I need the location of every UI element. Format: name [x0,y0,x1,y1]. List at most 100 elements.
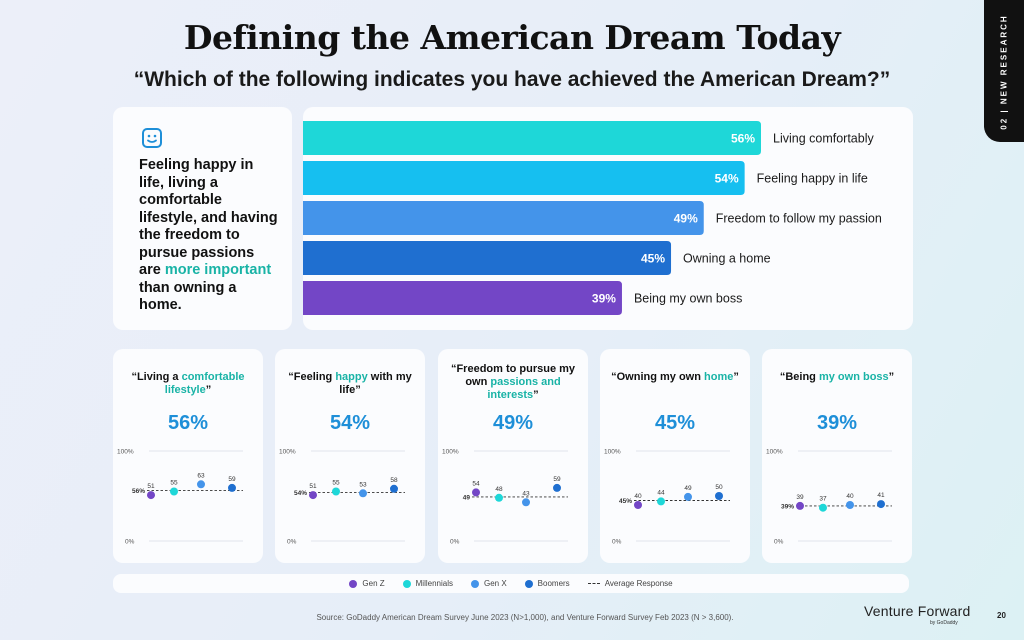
legend-swatch [402,579,411,588]
data-point-label: 55 [170,480,178,487]
bar-5 [303,281,622,315]
data-point-boomers [715,492,723,500]
y-tick-label: 0% [125,539,135,546]
average-label: 45% [619,498,632,505]
legend-label: Millennials [415,579,453,588]
y-tick-label: 100% [279,449,296,456]
legend-label: Gen Z [362,579,385,588]
data-point-millennials [657,497,665,506]
insight-text: Feeling happy in life, living a comforta… [139,157,279,315]
legend-item-average: Average Response [587,579,673,588]
mini-title-text: ” [533,389,539,401]
data-point-millennials [819,503,827,512]
mini-chart-card: “Feeling happy with my life” 54% 100% 0% 54%… [275,349,425,563]
smiley-face-icon [142,128,162,148]
data-point-label: 44 [657,489,665,496]
legend-item-gen-z: Gen Z [349,579,385,588]
bar-category-label: Owning a home [683,252,771,266]
mini-chart-title: “Being my own boss” [770,371,904,384]
mini-chart-headline: 49% [492,412,534,434]
data-point-gen-z [634,501,642,509]
data-point-label: 51 [147,483,155,490]
insight-text-before: Feeling happy in life, living a comforta… [139,157,278,278]
mini-title-text: with my life” [339,371,412,396]
mini-title-text: ” [733,371,739,383]
mini-chart-headline: 39% [816,412,858,434]
data-point-label: 43 [522,490,530,497]
mini-chart-headline: 56% [167,412,209,434]
bar-chart-card: 56% Living comfortably 54% Feeling happy in… [303,107,913,330]
legend: Gen Z Millennials Gen X Boomers Average … [113,574,909,593]
data-point-boomers [877,500,885,509]
data-point-boomers [228,483,236,492]
y-tick-label: 100% [117,449,134,456]
data-point-gen-z [472,488,480,497]
legend-dash [587,583,600,584]
legend-label: Average Response [604,579,673,588]
data-point-label: 59 [228,476,236,483]
legend-swatch [524,579,533,588]
legend-swatch [349,579,358,588]
mini-chart-plot: 100% 0% 45%40 44 49 50 [604,449,730,546]
bar-chart: 56% Living comfortably 54% Feeling happy in… [303,121,882,315]
data-point-label: 49 [684,485,692,492]
data-point-gen-x [684,492,692,501]
data-point-label: 63 [197,472,205,479]
data-point-millennials [170,487,178,496]
mini-title-text: “Living a [131,371,182,383]
bar-value-label: 56% [731,132,755,146]
data-point-label: 48 [495,486,503,493]
bar-1 [303,121,761,155]
bar-value-label: 39% [592,292,616,306]
bar-2 [303,161,745,195]
mini-title-accent: home [704,371,734,383]
page-subtitle: “Which of the following indicates you ha… [133,68,891,91]
mini-title-text: ” [205,384,212,396]
mini-title-accent: my own boss [818,371,889,383]
average-label: 54% [294,490,307,497]
data-point-boomers [553,483,561,492]
mini-chart-card: “Freedom to pursue my own passions and i… [438,349,588,563]
data-point-gen-z [796,501,804,510]
page-number: 20 [997,611,1006,620]
bar-category-label: Being my own boss [634,292,742,306]
data-point-label: 59 [553,476,561,483]
mini-title-text: “Being [779,371,819,383]
data-point-label: 39 [796,494,804,501]
average-label: 49 [463,494,471,501]
section-tab: 02 | NEW RESEARCH [984,0,1024,142]
insight-text-accent: more important [164,262,272,278]
mini-chart-headline: 45% [654,412,696,434]
legend-item-gen-x: Gen X [470,579,507,588]
bar-category-label: Living comfortably [773,132,874,146]
data-point-gen-x [522,498,530,507]
mini-title-text: ” [888,371,895,383]
mini-chart-title: “Freedom to pursue my own passions and i… [446,363,580,402]
mini-title-text: “Owning my own [611,371,705,383]
mini-chart-title: “Living a comfortable lifestyle” [121,371,255,397]
data-point-label: 41 [877,492,885,499]
bar-category-label: Feeling happy in life [757,172,868,186]
section-tab-label: 02 | NEW RESEARCH [999,14,1009,130]
mini-chart-title: “Feeling happy with my life” [283,371,417,397]
data-point-boomers [390,484,398,493]
average-label: 56% [132,488,145,495]
data-point-gen-x [846,501,854,509]
mini-title-accent: comfortable lifestyle [164,371,245,396]
bar-3 [303,201,704,235]
y-tick-label: 100% [442,449,459,456]
average-label: 39% [781,503,794,510]
mini-title-accent: passions and interests [487,376,561,401]
data-point-label: 40 [846,493,854,500]
y-tick-label: 0% [612,539,622,546]
brand-sub-logo: by GoDaddy [930,620,958,626]
data-point-gen-z [147,491,155,500]
data-point-gen-z [309,491,317,500]
mini-chart-plot: 100% 0% 56%51 55 63 59 [117,449,243,546]
bar-value-label: 49% [674,212,698,226]
y-tick-label: 0% [774,539,784,546]
legend-label: Gen X [483,579,507,588]
data-point-label: 40 [634,493,642,500]
bar-4 [303,241,672,275]
